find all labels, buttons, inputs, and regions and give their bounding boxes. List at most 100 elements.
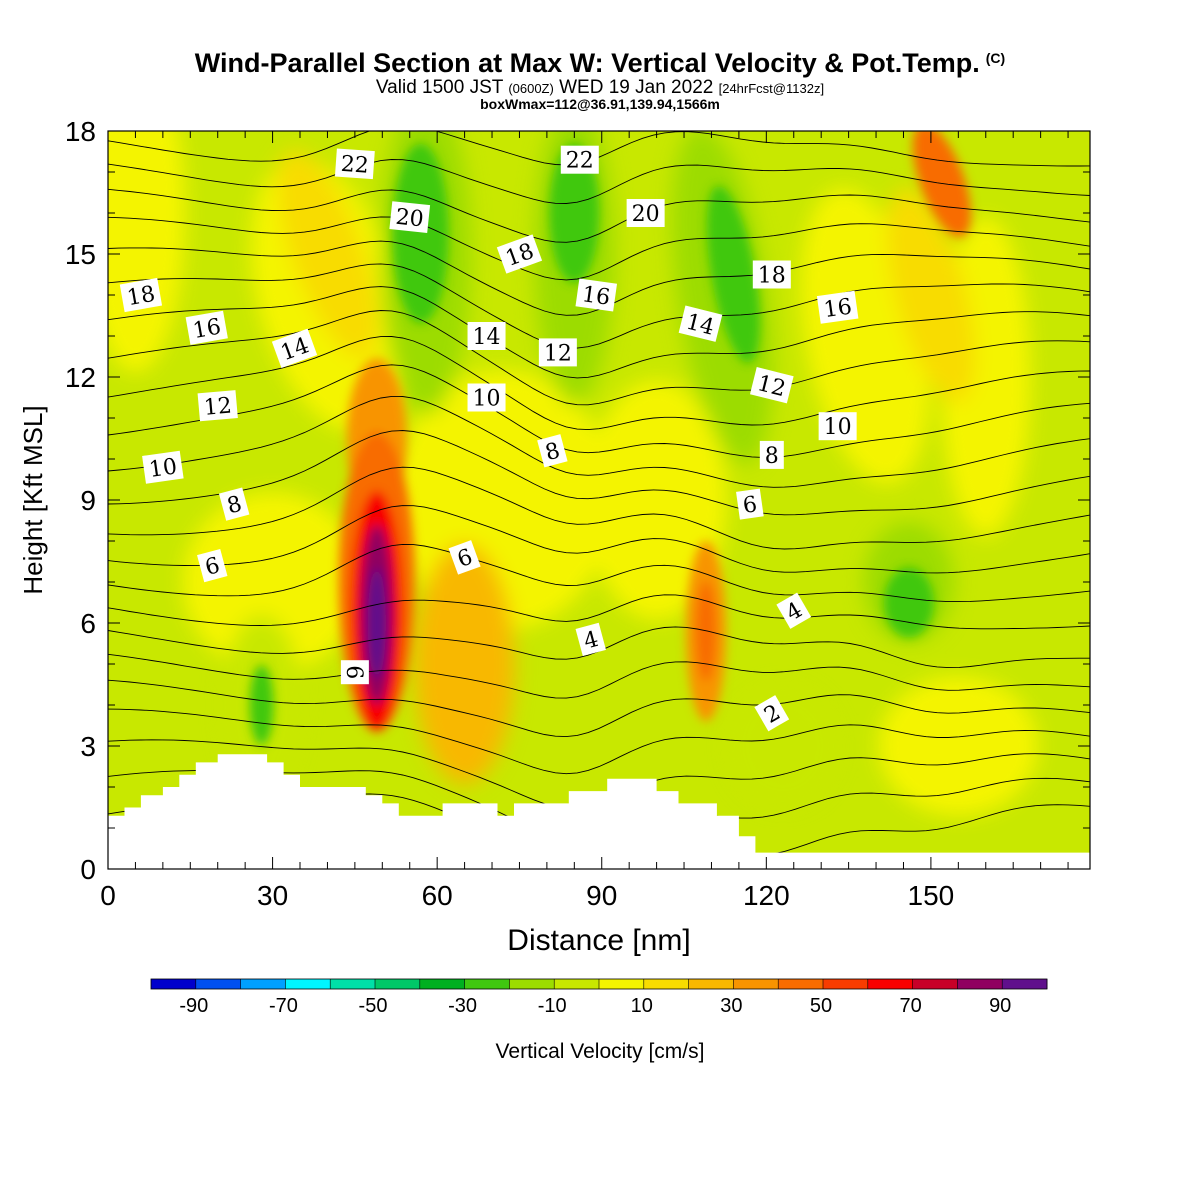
chart-title: Wind-Parallel Section at Max W: Vertical…: [0, 42, 1200, 79]
contour-label: 2: [754, 695, 790, 732]
contour-label: 16: [575, 278, 618, 312]
colorbar-swatch: [599, 979, 645, 989]
subtitle-date: WED 19 Jan 2022: [559, 77, 714, 98]
contour-label-text: 18: [758, 264, 786, 289]
field-light-orange: [277, 149, 378, 359]
contour-label-text: 20: [394, 205, 424, 233]
field-light-orange: [886, 188, 976, 402]
copyright-mark: (C): [985, 50, 1006, 66]
colorbar-swatch: [554, 979, 600, 989]
colorbar-swatch: [375, 979, 421, 989]
contour-line: [108, 310, 1090, 406]
contour-label: 10: [818, 412, 857, 441]
contour-line: [108, 594, 1090, 630]
contour-label: 18: [752, 260, 791, 289]
colorbar-tick-label: 50: [810, 995, 832, 1017]
colorbar-swatch: [240, 979, 286, 989]
field-dark-green: [883, 567, 934, 638]
contour-label: 16: [185, 310, 228, 345]
contour-label: 12: [538, 338, 577, 367]
y-tick-label: 3: [80, 731, 96, 762]
colorbar-tick-label: -50: [359, 995, 388, 1017]
contour-label: 20: [626, 199, 665, 227]
colorbar-label: Vertical Velocity [cm/s]: [496, 1040, 705, 1063]
x-axis-label: Distance [nm]: [507, 924, 690, 957]
terrain: [108, 754, 1090, 869]
contour-line: [108, 263, 1090, 349]
updraft-upper-right: [912, 131, 972, 238]
contour-label: 18: [119, 277, 163, 313]
contour-line: [108, 131, 1090, 167]
colorbar-swatch: [778, 979, 824, 989]
contour-label-text: 20: [632, 202, 660, 227]
contour-label: 8: [218, 487, 250, 521]
contour-label-text: 18: [125, 282, 157, 311]
chart-title-text: Wind-Parallel Section at Max W: Vertical…: [194, 48, 980, 78]
contour-label-text: 8: [543, 438, 563, 466]
contour-line: [108, 708, 1090, 775]
contour-line: [108, 159, 1090, 204]
contour-label: 14: [678, 305, 723, 342]
colorbar-tick-label: -30: [448, 995, 477, 1017]
y-tick-label: 15: [65, 239, 96, 270]
y-tick-label: 9: [80, 485, 96, 516]
contour-line: [108, 216, 1090, 281]
contour-label: 20: [389, 201, 431, 234]
contour-label: 6: [340, 660, 369, 685]
field-yellow: [586, 380, 727, 620]
contour-line: [108, 286, 1090, 379]
contour-label-text: 6: [203, 553, 223, 581]
colorbar-swatch: [419, 979, 466, 989]
contour-label-text: 14: [473, 325, 501, 350]
contour-label: 10: [467, 383, 506, 412]
title-block: Wind-Parallel Section at Max W: Vertical…: [0, 42, 1200, 111]
contour-line: [108, 188, 1090, 243]
y-tick-label: 12: [65, 362, 96, 393]
contour-label: 4: [575, 622, 606, 657]
contour-label-text: 12: [544, 341, 572, 366]
colorbar-tick-label: 10: [631, 995, 653, 1017]
contour-label: 12: [197, 390, 238, 422]
subtitle-utc: (0600Z): [508, 81, 554, 96]
colorbar: -90 -70 -50 -30 -10 10 30 50 70 90: [150, 978, 1048, 1017]
contour-label-text: 16: [191, 315, 223, 344]
colorbar-swatch: [957, 979, 1003, 989]
contour-label-text: 10: [473, 387, 501, 412]
field-dark-green: [549, 143, 600, 283]
y-axis-label: Height [Kft MSL]: [18, 405, 48, 594]
contour-label-text: 22: [566, 149, 594, 174]
colorbar-swatch: [912, 979, 958, 989]
contour-line: [108, 430, 1090, 516]
chart-subtitle: Valid 1500 JST (0600Z) WED 19 Jan 2022 […: [0, 77, 1200, 98]
x-tick-label: 120: [743, 880, 790, 911]
field-dark-green: [392, 143, 449, 324]
field-light-orange: [414, 544, 515, 784]
contour-label: 8: [537, 434, 568, 468]
contour-line: [108, 364, 1090, 458]
contour-label-text: 6: [741, 492, 758, 519]
box-info: boxWmax=112@36.91,139.94,1566m: [480, 96, 720, 112]
y-tick-label: 18: [65, 116, 96, 147]
contour-label-text: 6: [341, 665, 366, 679]
field-dark-green: [706, 185, 761, 364]
colorbar-swatch: [330, 979, 376, 989]
contour-label-text: 10: [147, 454, 178, 483]
field-green-lower: [727, 686, 838, 806]
contour-line: [108, 395, 1090, 488]
x-axis: 0 30 60 90 120 150: [100, 131, 1069, 911]
contour-label: 10: [142, 450, 184, 484]
colorbar-swatch: [823, 979, 869, 989]
contour-line: [108, 505, 1090, 574]
contour-label-text: 16: [580, 282, 611, 311]
colorbar-swatch: [464, 979, 510, 989]
contour-line: [108, 543, 1090, 603]
colorbar-swatch: [733, 979, 779, 989]
x-tick-label: 150: [908, 880, 955, 911]
subtitle-forecast: [24hrFcst@1132z]: [718, 81, 825, 96]
contour-label: 8: [759, 440, 784, 469]
field-dark-green: [249, 665, 274, 745]
x-tick-label: 30: [257, 880, 288, 911]
